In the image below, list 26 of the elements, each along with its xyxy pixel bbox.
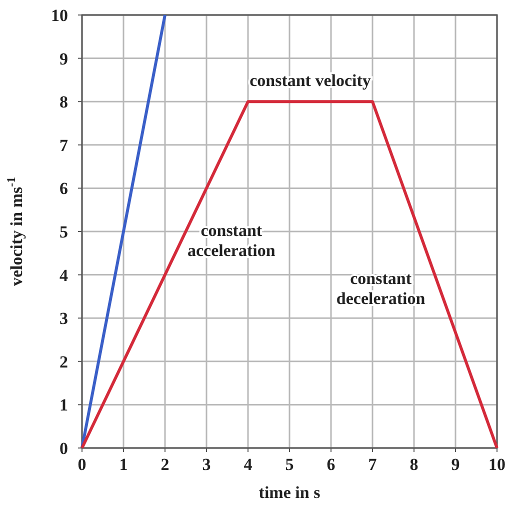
x-tick-label: 4	[244, 455, 253, 474]
x-tick-label: 3	[202, 455, 211, 474]
y-tick-label: 7	[60, 136, 68, 155]
x-tick-label: 6	[326, 455, 336, 474]
x-axis-title: time in s	[258, 483, 321, 502]
annotation: constant acceleration	[188, 221, 276, 260]
y-tick-label: 0	[60, 439, 68, 458]
y-tick-label: 6	[60, 179, 68, 198]
y-tick-label: 10	[51, 6, 68, 25]
x-tick-label: 10	[488, 455, 506, 474]
annotation: constant deceleration	[336, 268, 426, 308]
x-tick-label: 1	[119, 455, 128, 474]
y-tick-label: 8	[60, 92, 68, 112]
y-tick-label: 9	[60, 49, 68, 68]
y-tick-label: 4	[60, 266, 68, 285]
x-tick-label: 0	[78, 455, 86, 474]
x-tick-label: 9	[451, 455, 460, 474]
y-tick-label: 3	[60, 309, 68, 328]
annotation: constant velocity	[250, 70, 372, 90]
y-tick-label: 5	[60, 222, 68, 242]
x-tick-label: 8	[410, 455, 418, 474]
y-tick-label: 1	[60, 396, 68, 415]
x-tick-label: 7	[368, 455, 378, 474]
x-tick-label: 2	[160, 455, 170, 474]
y-tick-label: 2	[60, 352, 68, 372]
x-tick-label: 5	[285, 455, 294, 474]
